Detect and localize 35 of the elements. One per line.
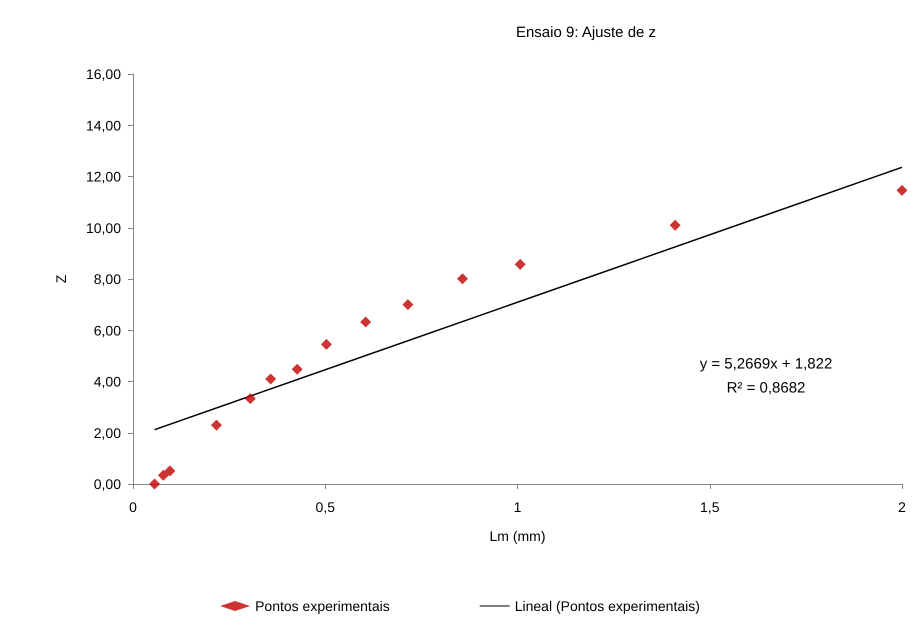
point xyxy=(265,373,276,384)
annotation: R² = 0,8682 xyxy=(726,380,806,396)
point xyxy=(158,470,169,481)
legend-label: Lineal (Pontos experimentais) xyxy=(514,598,700,614)
y-tick-label: 16,00 xyxy=(86,66,122,82)
y-tick-label: 4,00 xyxy=(94,374,122,390)
point xyxy=(360,316,372,328)
x-tick-label: 1,5 xyxy=(700,499,720,515)
y-tick-label: 2,00 xyxy=(94,424,122,441)
point xyxy=(896,184,908,196)
point xyxy=(457,273,468,284)
y-tick-label: 12,00 xyxy=(86,168,122,184)
y-tick-label: 6,00 xyxy=(94,322,122,338)
y-tick-label: 8,00 xyxy=(94,271,122,287)
y-tick-label: 14,00 xyxy=(86,117,122,134)
point xyxy=(149,478,160,490)
x-tick-label: 2 xyxy=(898,499,906,515)
point xyxy=(320,338,332,350)
chart-title: Ensaio 9: Ajuste de z xyxy=(516,24,656,41)
x-tick-label: 0,5 xyxy=(316,499,336,515)
y-tick-label: 0,00 xyxy=(94,476,122,492)
x-tick-label: 1 xyxy=(514,499,522,515)
y-axis-title: Z xyxy=(53,274,69,284)
point xyxy=(402,299,414,310)
x-tick-label: 0 xyxy=(129,499,138,515)
x-axis-title: Lm (mm) xyxy=(490,528,546,544)
legend-label: Pontos experimentais xyxy=(255,598,390,614)
point xyxy=(210,420,222,431)
point xyxy=(292,364,303,375)
annotation: y = 5,2669x + 1,822 xyxy=(700,356,832,372)
point xyxy=(514,258,526,270)
point xyxy=(670,220,681,231)
point xyxy=(164,465,176,476)
point xyxy=(244,393,256,404)
y-tick-label: 10,00 xyxy=(86,220,122,236)
